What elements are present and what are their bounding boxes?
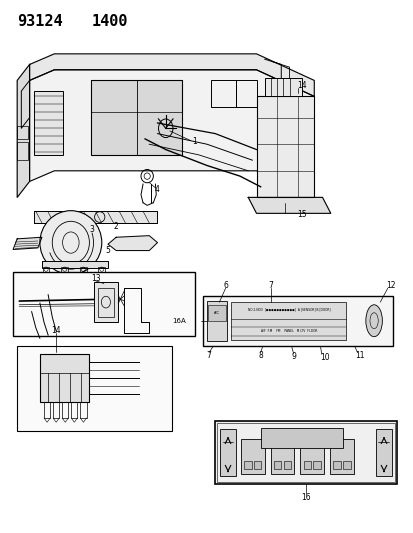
Bar [62,402,68,418]
Bar [44,402,50,418]
Bar [33,211,157,223]
Bar [244,461,251,469]
Polygon shape [29,54,313,96]
Text: 5: 5 [105,246,110,255]
Bar [61,266,68,272]
Bar [17,346,171,431]
Bar [211,80,235,107]
Text: 16: 16 [301,493,310,502]
Bar [206,301,226,341]
Polygon shape [248,197,330,213]
Text: 13: 13 [90,273,100,282]
Text: 8: 8 [258,351,262,360]
Bar [240,439,264,474]
Bar [97,288,114,317]
Bar [91,80,182,155]
Bar [273,461,280,469]
Bar [220,429,235,477]
Bar [17,142,27,160]
Bar [375,429,391,477]
Bar [256,96,313,197]
Bar [254,461,261,469]
Bar [230,302,346,340]
Text: 16A: 16A [172,318,186,324]
Bar [264,78,301,96]
Text: 11: 11 [354,351,363,360]
Bar [313,461,320,469]
Text: 10: 10 [319,353,329,362]
Polygon shape [17,64,29,197]
Text: A/C: A/C [214,311,219,315]
Bar [207,305,225,321]
Bar [43,266,49,272]
Text: 4: 4 [155,185,159,194]
Bar [217,423,394,482]
Polygon shape [108,236,157,251]
Bar [53,402,59,418]
Bar [260,428,342,448]
Text: 9: 9 [290,352,295,361]
Text: 1400: 1400 [91,14,128,29]
Text: A/F  F.M    FM    PANEL   M LTV  FI-DOR: A/F F.M FM PANEL M LTV FI-DOR [261,329,317,333]
Bar [98,266,105,272]
Text: 12: 12 [385,280,394,289]
Text: 14: 14 [297,81,306,90]
Text: 93124: 93124 [17,14,63,29]
Text: NO.2-NO3  [●●●●●●●●●●●]  A [SENSOR] B [DOOR]: NO.2-NO3 [●●●●●●●●●●●] A [SENSOR] B [DOO… [248,307,330,311]
Bar [71,402,77,418]
Bar [329,439,353,474]
Bar [42,261,108,268]
Text: 15: 15 [297,211,306,220]
Bar [235,80,256,107]
Bar [91,80,182,112]
Bar [80,402,86,418]
Bar [303,461,310,469]
Text: 7: 7 [206,351,211,360]
Bar [342,461,350,469]
Ellipse shape [40,211,102,274]
Text: 2: 2 [114,222,118,231]
Bar [80,266,86,272]
Bar [33,91,62,155]
Bar [40,354,89,402]
Text: 7: 7 [268,280,273,289]
Bar [270,439,294,474]
Bar [13,272,194,336]
Bar [93,282,118,322]
Bar [332,461,340,469]
Polygon shape [13,237,42,249]
Text: 14: 14 [52,326,61,335]
Bar [215,421,396,484]
Polygon shape [29,70,313,197]
Bar [17,126,27,139]
Text: 6: 6 [223,280,228,289]
Text: 3: 3 [89,225,94,234]
Bar [283,461,290,469]
Bar [299,439,323,474]
Text: 1: 1 [192,137,197,146]
Ellipse shape [365,305,382,337]
Bar [202,296,392,346]
